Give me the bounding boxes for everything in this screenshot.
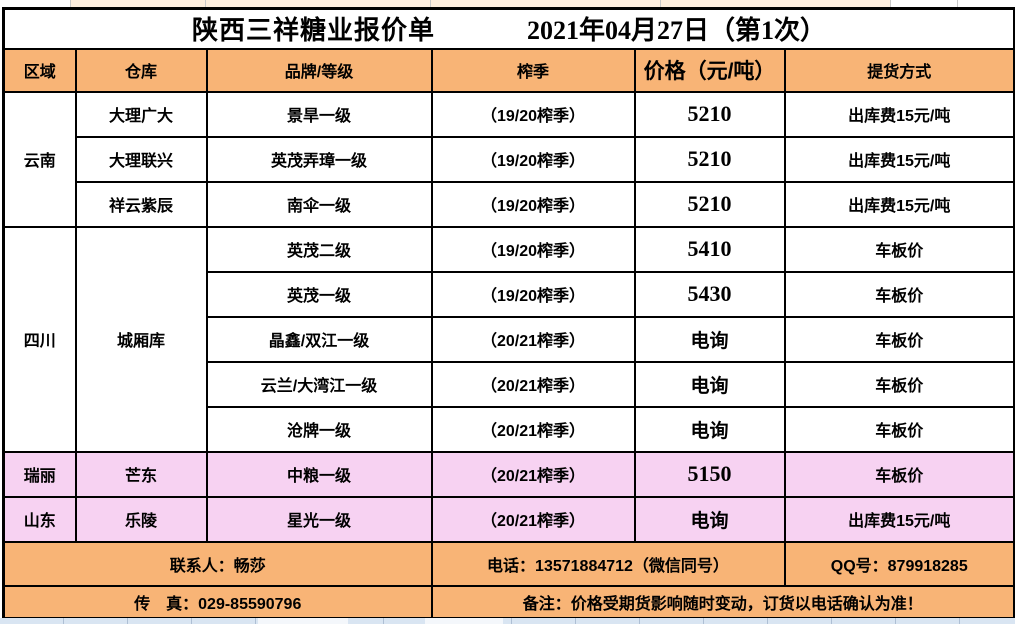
col-header-pickup: 提货方式 <box>783 47 1015 93</box>
region-cell: 山东 <box>2 495 77 543</box>
brand-cell: 南伞一级 <box>205 180 433 228</box>
table-row: 四川 城厢库 英茂二级 （19/20榨季） 5410 车板价 <box>2 225 1015 453</box>
season-cell: （20/21榨季） <box>430 315 636 363</box>
season-cell: （20/21榨季） <box>430 450 636 498</box>
season-cell: （19/20榨季） <box>430 180 636 228</box>
warehouse-cell: 城厢库 <box>74 225 208 453</box>
price-cell: 5150 <box>633 450 786 498</box>
price-cell: 5210 <box>633 135 786 183</box>
season-cell: （19/20榨季） <box>430 270 636 318</box>
price-cell: 电询 <box>633 360 786 408</box>
table-row: 祥云紫辰 南伞一级 （19/20榨季） 5210 出库费15元/吨 <box>4 180 1015 228</box>
col-header-price: 价格（元/吨） <box>633 47 786 93</box>
pickup-cell: 出库费15元/吨 <box>783 180 1015 228</box>
price-cell: 5430 <box>633 270 786 318</box>
brand-cell: 晶鑫/双江一级 <box>205 315 433 363</box>
pickup-cell: 出库费15元/吨 <box>783 135 1015 183</box>
brand-cell: 景旱一级 <box>205 90 433 138</box>
warehouse-cell: 大理联兴 <box>74 135 208 183</box>
warehouse-cell: 大理广大 <box>74 90 208 138</box>
pickup-cell: 车板价 <box>783 405 1015 453</box>
col-header-season: 榨季 <box>430 47 636 93</box>
season-cell: （19/20榨季） <box>430 225 636 273</box>
brand-cell: 沧牌一级 <box>205 405 433 453</box>
table-row: 瑞丽 芒东 中粮一级 （20/21榨季） 5150 车板价 <box>2 450 1015 498</box>
grid-cell-tint <box>70 0 890 7</box>
grid-line <box>205 0 206 7</box>
header-row: 区域 仓库 品牌/等级 榨季 价格（元/吨） 提货方式 <box>2 47 1015 93</box>
season-cell: （20/21榨季） <box>430 405 636 453</box>
brand-cell: 英茂一级 <box>205 270 433 318</box>
pickup-cell: 出库费15元/吨 <box>783 90 1015 138</box>
pickup-cell: 车板价 <box>783 270 1015 318</box>
grid-line <box>430 0 431 7</box>
quotation-table: 陕西三祥糖业报价单 2021年04月27日（第1次） 区域 仓库 品牌/等级 榨… <box>2 7 1015 620</box>
brand-cell: 星光一级 <box>205 495 433 543</box>
col-header-brand: 品牌/等级 <box>205 47 433 93</box>
season-cell: （20/21榨季） <box>430 495 636 543</box>
contact-fax: 传 真：029-85590796 <box>2 584 433 620</box>
warehouse-cell: 祥云紫辰 <box>74 180 208 228</box>
warehouse-cell: 乐陵 <box>74 495 208 543</box>
sheet-title: 陕西三祥糖业报价单 <box>191 15 435 46</box>
region-cell: 瑞丽 <box>2 450 77 498</box>
grid-line <box>660 0 661 7</box>
contact-phone: 电话：13571884712（微信同号） <box>430 540 786 587</box>
table-row: 大理联兴 英茂弄璋一级 （19/20榨季） 5210 出库费15元/吨 <box>4 135 1015 183</box>
excel-grid-strip-bottom <box>0 618 1015 624</box>
contact-person: 联系人：畅莎 <box>2 540 433 587</box>
price-cell: 5210 <box>633 180 786 228</box>
table-row: 英茂一级 （19/20榨季） 5430 车板价 <box>4 270 1015 318</box>
brand-cell: 中粮一级 <box>205 450 433 498</box>
region-cell: 四川 <box>2 225 77 453</box>
table-row: 沧牌一级 （20/21榨季） 电询 车板价 <box>4 405 1015 453</box>
table-row: 晶鑫/双江一级 （20/21榨季） 电询 车板价 <box>4 315 1015 363</box>
brand-cell: 云兰/大湾江一级 <box>205 360 433 408</box>
footer-fax-row: 传 真：029-85590796 备注：价格受期货影响随时变动，订货以电话确认为… <box>2 584 1015 620</box>
season-cell: （19/20榨季） <box>430 90 636 138</box>
contact-qq: QQ号：879918285 <box>783 540 1015 587</box>
table-row: 云兰/大湾江一级 （20/21榨季） 电询 车板价 <box>4 360 1015 408</box>
grid-cell-white <box>425 618 503 624</box>
grid-cell-white <box>258 618 348 624</box>
grid-line <box>957 0 958 7</box>
col-header-warehouse: 仓库 <box>74 47 208 93</box>
brand-cell: 英茂二级 <box>205 225 433 273</box>
excel-grid-strip-top <box>0 0 1015 7</box>
title-cell: 陕西三祥糖业报价单 2021年04月27日（第1次） <box>2 7 1015 50</box>
footer-note: 备注：价格受期货影响随时变动，订货以电话确认为准！ <box>430 584 1015 620</box>
table-row: 山东 乐陵 星光一级 （20/21榨季） 电询 出库费15元/吨 <box>2 495 1015 543</box>
pickup-cell: 车板价 <box>783 360 1015 408</box>
brand-cell: 英茂弄璋一级 <box>205 135 433 183</box>
price-cell: 电询 <box>633 495 786 543</box>
sheet-date: 2021年04月27日（第1次） <box>527 16 827 46</box>
warehouse-cell: 芒东 <box>74 450 208 498</box>
pickup-cell: 车板价 <box>783 450 1015 498</box>
grid-line <box>890 0 891 7</box>
price-cell: 5210 <box>633 90 786 138</box>
region-cell: 云南 <box>2 90 77 228</box>
title-row: 陕西三祥糖业报价单 2021年04月27日（第1次） <box>2 7 1015 50</box>
price-cell: 电询 <box>633 405 786 453</box>
grid-line <box>70 0 71 7</box>
footer-contact-row: 联系人：畅莎 电话：13571884712（微信同号） QQ号：87991828… <box>2 540 1015 587</box>
price-cell: 5410 <box>633 225 786 273</box>
pickup-cell: 出库费15元/吨 <box>783 495 1015 543</box>
table-row: 云南 大理广大 景旱一级 （19/20榨季） 5210 出库费15元/吨 <box>2 90 1015 228</box>
season-cell: （20/21榨季） <box>430 360 636 408</box>
col-header-region: 区域 <box>2 47 77 93</box>
pickup-cell: 车板价 <box>783 315 1015 363</box>
pickup-cell: 车板价 <box>783 225 1015 273</box>
price-cell: 电询 <box>633 315 786 363</box>
season-cell: （19/20榨季） <box>430 135 636 183</box>
